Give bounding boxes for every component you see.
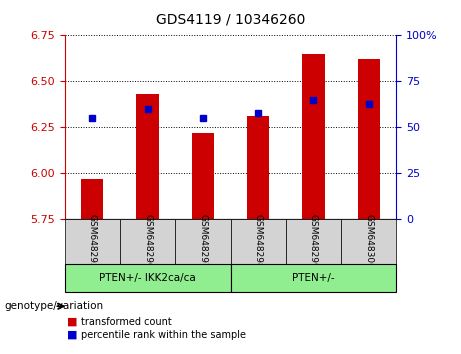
Bar xyxy=(81,179,103,219)
Bar xyxy=(247,116,269,219)
Text: GSM648300: GSM648300 xyxy=(364,214,373,269)
Text: GSM648298: GSM648298 xyxy=(254,214,263,269)
Bar xyxy=(230,219,286,264)
Bar xyxy=(65,264,230,292)
Bar xyxy=(120,219,175,264)
Bar xyxy=(302,54,325,219)
Text: genotype/variation: genotype/variation xyxy=(5,301,104,311)
Text: GSM648299: GSM648299 xyxy=(309,214,318,269)
Bar xyxy=(341,219,396,264)
Text: PTEN+/- IKK2ca/ca: PTEN+/- IKK2ca/ca xyxy=(99,273,196,283)
Bar xyxy=(358,59,380,219)
Text: ■: ■ xyxy=(67,317,77,327)
Text: GSM648297: GSM648297 xyxy=(198,214,207,269)
Bar xyxy=(230,264,396,292)
Text: percentile rank within the sample: percentile rank within the sample xyxy=(81,330,246,339)
Text: GDS4119 / 10346260: GDS4119 / 10346260 xyxy=(156,12,305,27)
Bar xyxy=(136,94,159,219)
Text: PTEN+/-: PTEN+/- xyxy=(292,273,335,283)
Text: ■: ■ xyxy=(67,330,77,339)
Text: GSM648296: GSM648296 xyxy=(143,214,152,269)
Bar xyxy=(286,219,341,264)
Text: transformed count: transformed count xyxy=(81,317,171,327)
Bar xyxy=(175,219,230,264)
Bar xyxy=(192,133,214,219)
Bar xyxy=(65,219,120,264)
Text: GSM648295: GSM648295 xyxy=(88,214,97,269)
